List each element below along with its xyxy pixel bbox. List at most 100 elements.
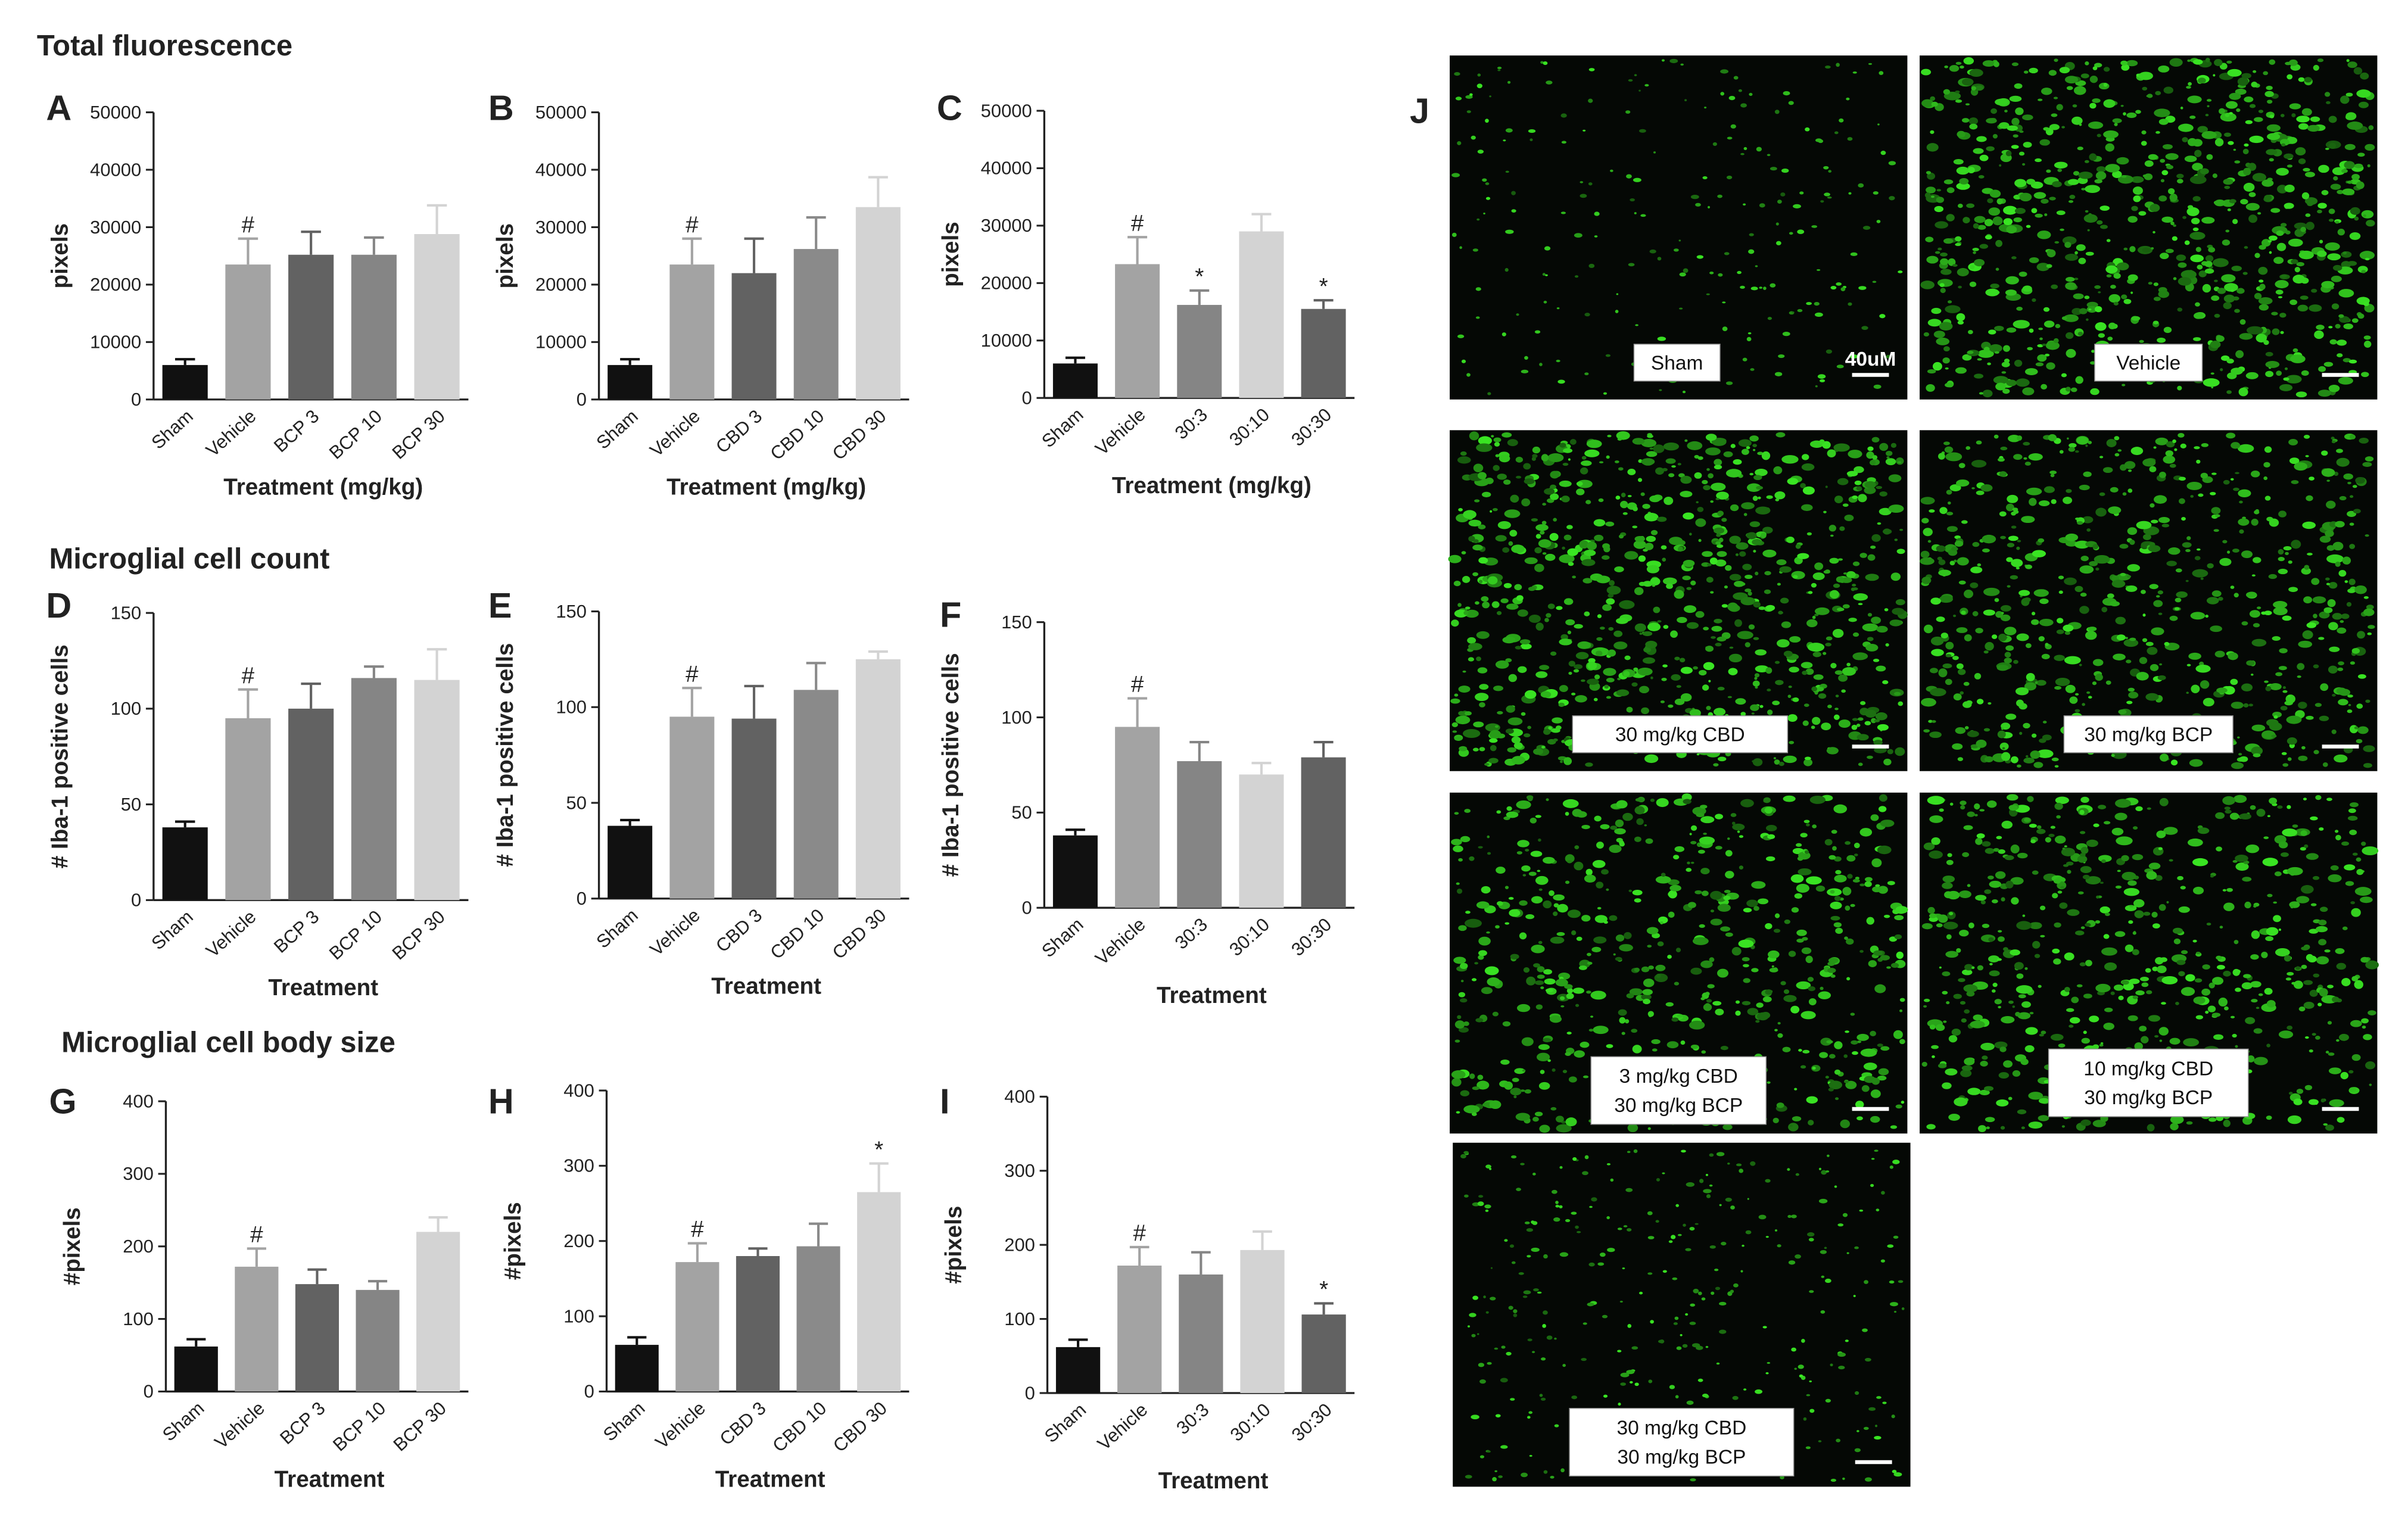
- cell-speck: [2129, 637, 2136, 641]
- cell-speck: [2329, 339, 2337, 345]
- cell-speck: [2289, 457, 2300, 465]
- cell-speck: [2023, 597, 2031, 602]
- cell-speck: [1543, 1037, 1552, 1043]
- cell-speck: [1471, 1414, 1479, 1420]
- cell-speck: [1716, 544, 1724, 549]
- cell-speck: [1500, 1445, 1508, 1449]
- bar: [796, 1246, 840, 1392]
- cell-speck: [1591, 1197, 1597, 1202]
- cell-speck: [1645, 838, 1653, 844]
- cell-speck: [1870, 814, 1879, 821]
- cell-speck: [1856, 734, 1869, 741]
- cell-speck: [2062, 847, 2066, 850]
- cell-speck: [1495, 454, 1500, 457]
- cell-speck: [2195, 951, 2201, 955]
- cell-speck: [2080, 73, 2089, 79]
- cell-speck: [1967, 167, 1975, 173]
- cell-speck: [2350, 495, 2354, 498]
- cell-speck: [1834, 874, 1847, 883]
- cell-speck: [2121, 175, 2127, 178]
- cell-speck: [1974, 216, 1986, 223]
- y-tick-label: 0: [144, 1381, 154, 1402]
- cell-speck: [2088, 121, 2104, 129]
- cell-speck: [2278, 568, 2288, 575]
- cell-speck: [1521, 712, 1526, 716]
- cell-speck: [2256, 808, 2266, 817]
- cell-speck: [2010, 844, 2020, 853]
- cell-speck: [1463, 610, 1469, 615]
- cell-speck: [2000, 1126, 2005, 1130]
- cell-speck: [1451, 1070, 1466, 1079]
- cell-speck: [2114, 453, 2120, 457]
- cell-speck: [1821, 722, 1831, 731]
- cell-speck: [2108, 294, 2121, 303]
- cell-speck: [1606, 1216, 1610, 1220]
- cell-speck: [2286, 74, 2293, 80]
- cell-speck: [2251, 930, 2260, 939]
- cell-speck: [2176, 254, 2186, 261]
- cell-speck: [2079, 831, 2086, 834]
- cell-speck: [1466, 110, 1471, 113]
- cell-speck: [2056, 104, 2063, 111]
- cell-speck: [1457, 603, 1462, 607]
- cell-speck: [1617, 1227, 1622, 1230]
- cell-speck: [1812, 1066, 1816, 1070]
- y-axis-label: #pixels: [60, 1207, 85, 1285]
- cell-speck: [1873, 384, 1881, 389]
- cell-speck: [1953, 158, 1964, 165]
- cell-speck: [1817, 269, 1821, 271]
- cell-speck: [1954, 1097, 1968, 1107]
- cell-speck: [1870, 1030, 1877, 1037]
- cell-speck: [1858, 762, 1863, 766]
- cell-speck: [1955, 61, 1962, 65]
- cell-speck: [1853, 466, 1864, 473]
- cell-speck: [1610, 1178, 1614, 1182]
- cell-speck: [2286, 971, 2294, 976]
- cell-speck: [1520, 1163, 1525, 1166]
- y-tick-label: 200: [1004, 1234, 1035, 1255]
- cell-speck: [1836, 282, 1842, 286]
- bar: [1117, 1266, 1162, 1394]
- cell-speck: [1716, 1362, 1720, 1365]
- cell-speck: [1821, 1170, 1827, 1175]
- panel-label: J: [1410, 91, 1429, 131]
- cell-speck: [2192, 227, 2199, 232]
- cell-speck: [2322, 762, 2328, 767]
- cell-speck: [2300, 847, 2307, 851]
- bar: [615, 1345, 659, 1392]
- cell-speck: [2301, 885, 2314, 894]
- cell-speck: [1826, 1040, 1833, 1044]
- cell-speck: [2107, 593, 2114, 599]
- cell-speck: [2064, 845, 2067, 847]
- cell-speck: [2323, 607, 2333, 613]
- cell-speck: [1606, 1044, 1613, 1048]
- cell-speck: [2223, 970, 2231, 977]
- cell-speck: [2067, 909, 2080, 916]
- cell-speck: [1583, 1075, 1589, 1079]
- cell-speck: [2108, 322, 2116, 329]
- cell-speck: [2162, 66, 2170, 72]
- cell-speck: [2336, 962, 2347, 970]
- cell-speck: [1650, 676, 1653, 680]
- cell-speck: [1976, 490, 1985, 496]
- cell-speck: [2016, 307, 2023, 311]
- bar: [1055, 1347, 1101, 1394]
- cell-speck: [1689, 1020, 1705, 1030]
- cell-speck: [1541, 521, 1547, 525]
- cell-speck: [1552, 1189, 1557, 1194]
- cell-speck: [2233, 794, 2247, 803]
- cell-speck: [1755, 686, 1758, 689]
- cell-speck: [1926, 143, 1939, 152]
- cell-speck: [1797, 856, 1803, 861]
- cell-speck: [1752, 496, 1758, 501]
- cell-speck: [1755, 1389, 1763, 1394]
- cell-speck: [2039, 1033, 2044, 1037]
- cell-speck: [1758, 496, 1761, 500]
- cell-speck: [1634, 623, 1646, 632]
- cell-speck: [1513, 1095, 1517, 1098]
- cell-speck: [1528, 587, 1536, 591]
- cell-speck: [2356, 868, 2364, 875]
- cell-speck: [1448, 554, 1462, 563]
- cell-speck: [1713, 763, 1719, 766]
- cell-speck: [2001, 752, 2011, 761]
